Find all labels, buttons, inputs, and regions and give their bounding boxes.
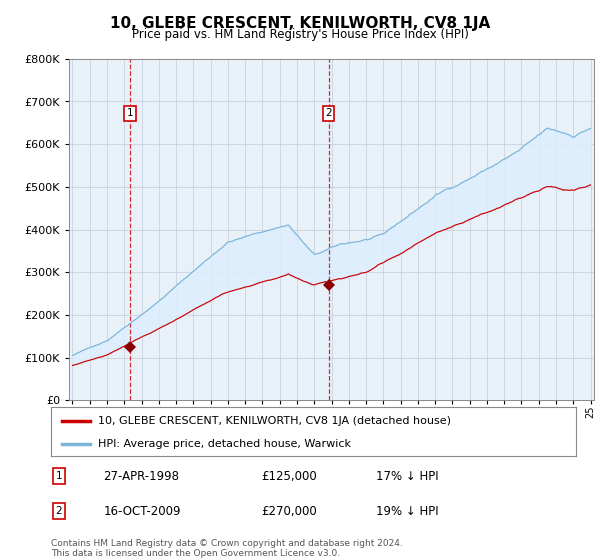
Text: 10, GLEBE CRESCENT, KENILWORTH, CV8 1JA: 10, GLEBE CRESCENT, KENILWORTH, CV8 1JA [110,16,490,31]
Text: 2: 2 [325,109,332,119]
Text: 19% ↓ HPI: 19% ↓ HPI [377,505,439,518]
Text: 10, GLEBE CRESCENT, KENILWORTH, CV8 1JA (detached house): 10, GLEBE CRESCENT, KENILWORTH, CV8 1JA … [98,416,451,426]
Text: Price paid vs. HM Land Registry's House Price Index (HPI): Price paid vs. HM Land Registry's House … [131,28,469,41]
Text: Contains HM Land Registry data © Crown copyright and database right 2024.
This d: Contains HM Land Registry data © Crown c… [51,539,403,558]
Text: 27-APR-1998: 27-APR-1998 [104,470,179,483]
Text: 16-OCT-2009: 16-OCT-2009 [104,505,181,518]
Text: 1: 1 [127,109,133,119]
Text: HPI: Average price, detached house, Warwick: HPI: Average price, detached house, Warw… [98,439,351,449]
Text: £270,000: £270,000 [261,505,317,518]
Text: 1: 1 [56,472,62,482]
Text: 2: 2 [56,506,62,516]
Text: 17% ↓ HPI: 17% ↓ HPI [377,470,439,483]
Text: £125,000: £125,000 [261,470,317,483]
